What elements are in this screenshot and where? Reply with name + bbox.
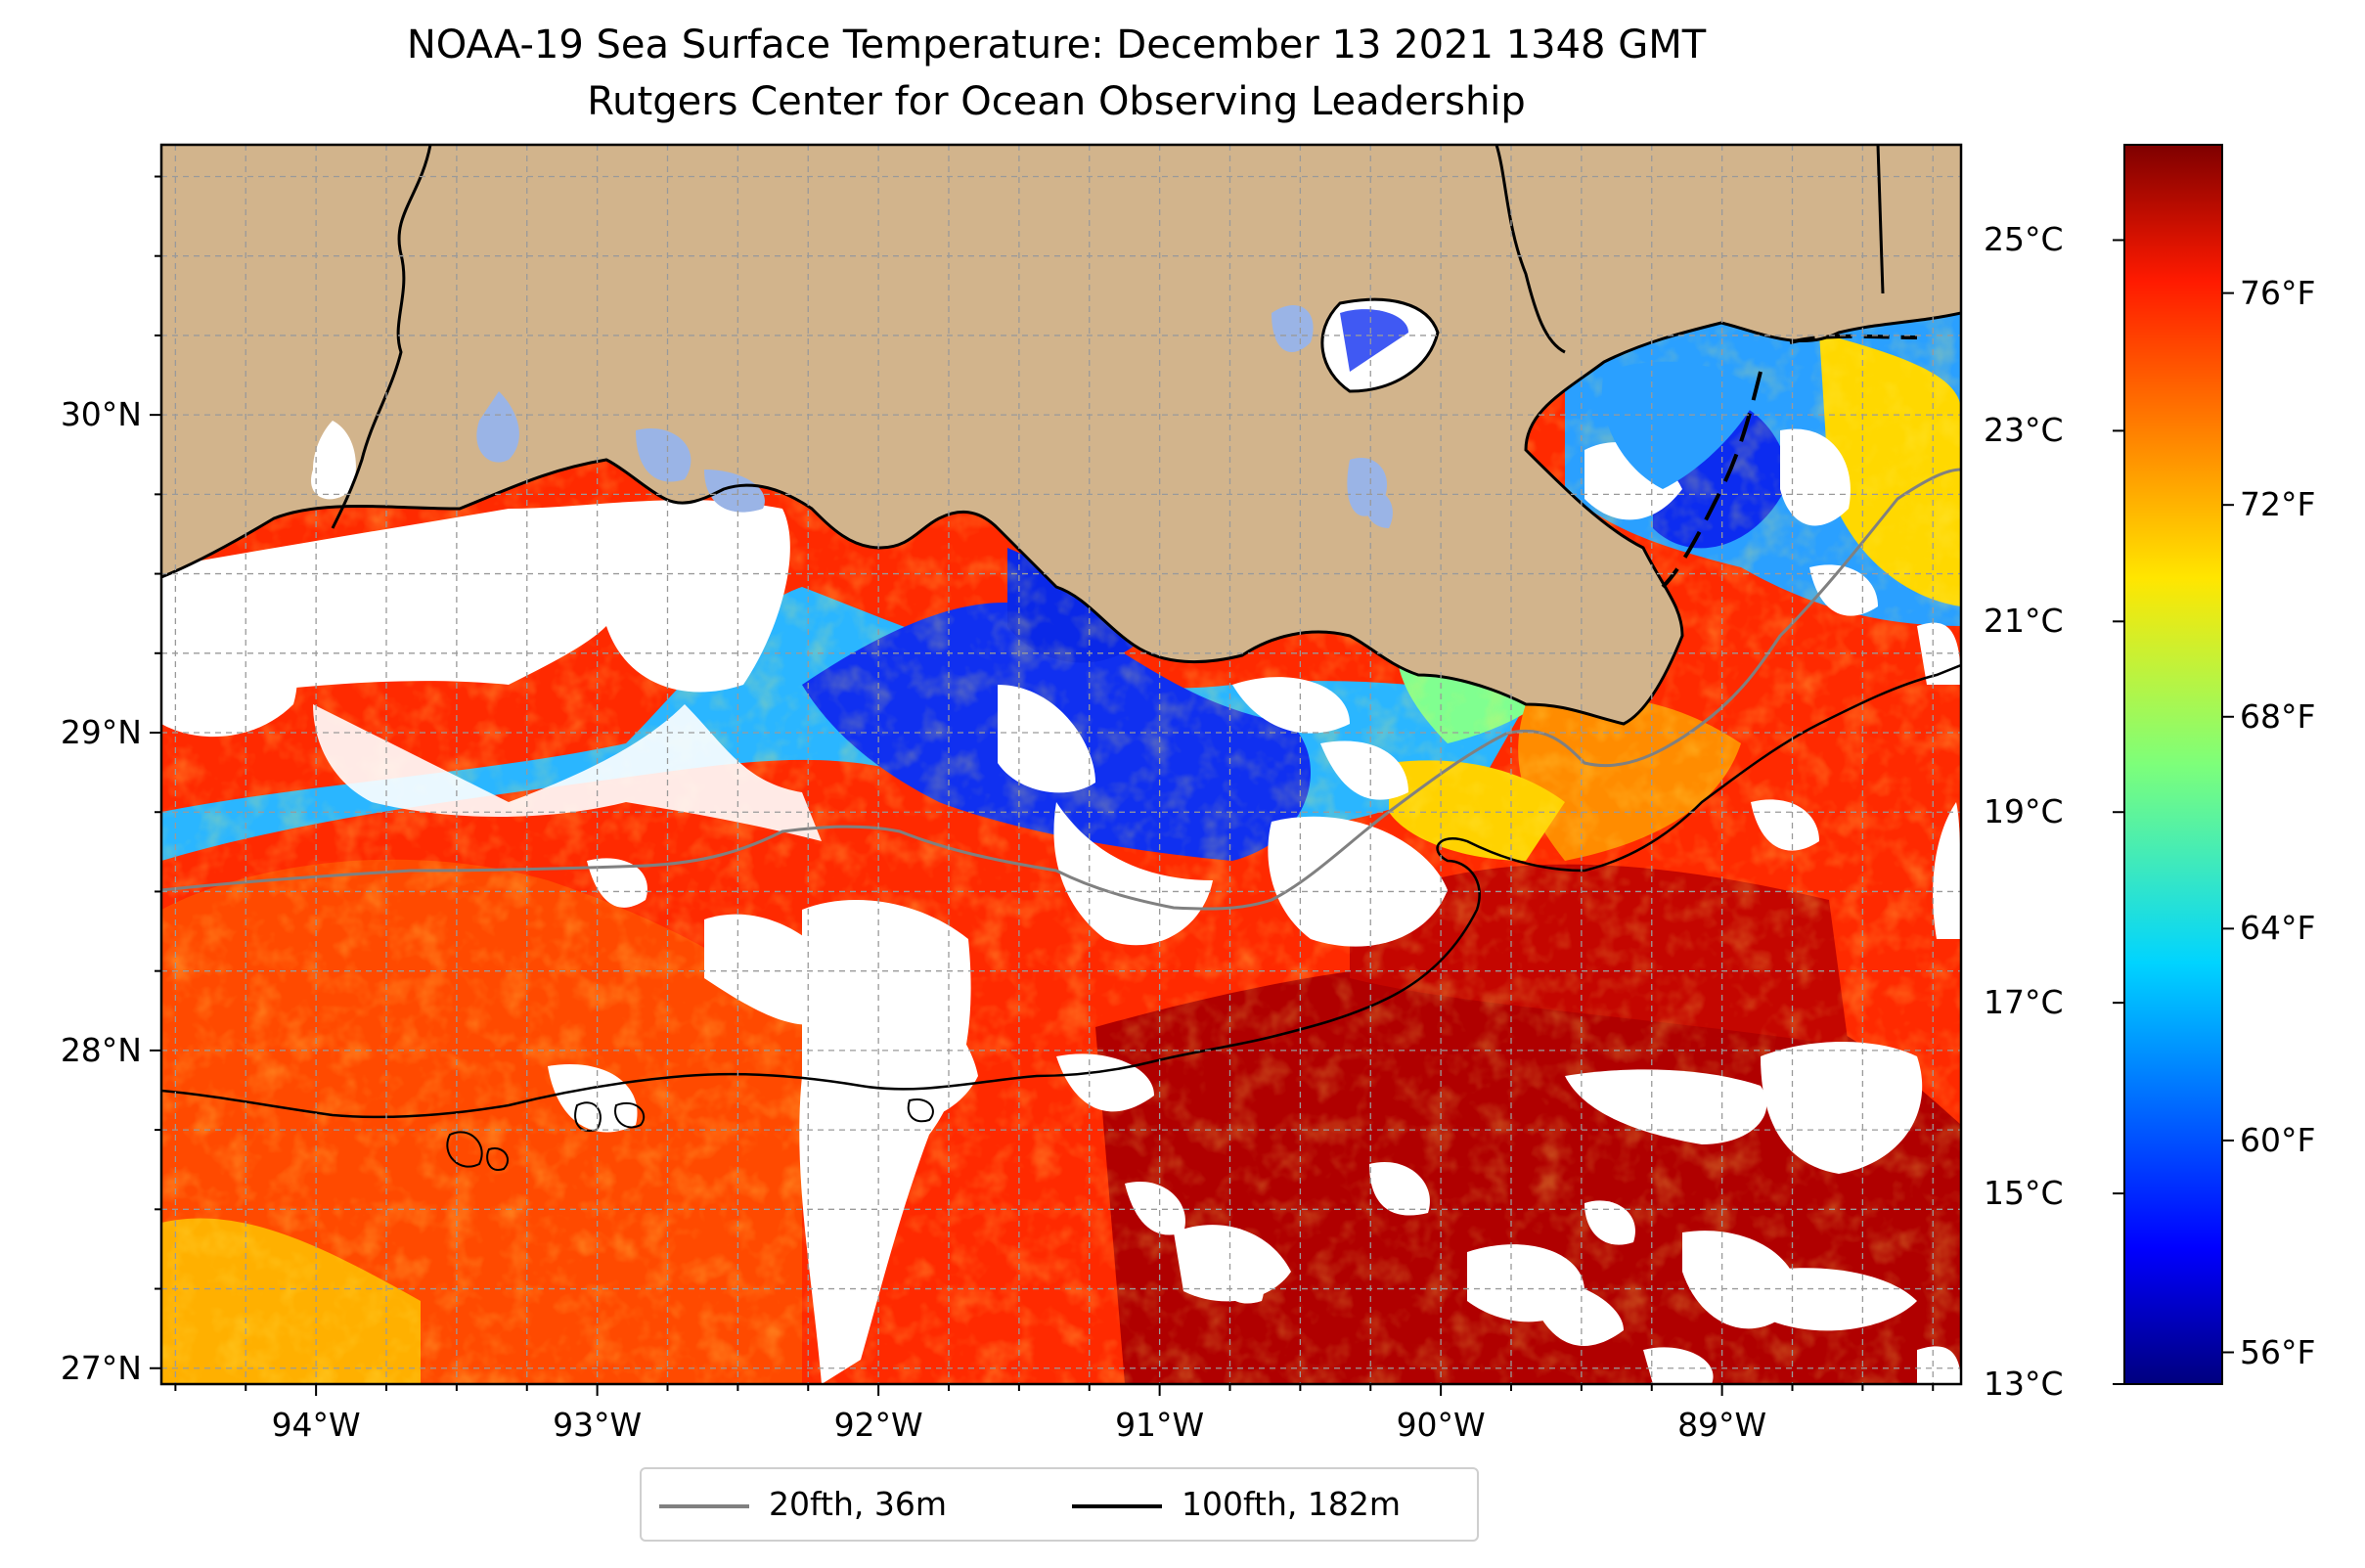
no-data-clouds [161,231,1961,1384]
lon-label: 92°W [833,1406,923,1444]
coastline [161,311,1961,726]
lat-label: 28°N [60,1030,142,1069]
fahrenheit-label: 72°F [2240,485,2316,524]
colorbar [2123,144,2223,1385]
lon-label: 94°W [271,1406,361,1444]
lat-label: 30°N [60,395,142,434]
state-border-ms-al [1876,145,1885,294]
map-subtitle: Rutgers Center for Ocean Observing Leade… [587,79,1526,124]
celsius-label: 13°C [1984,1365,2064,1403]
fahrenheit-label: 56°F [2240,1332,2316,1371]
lat-label: 27°N [60,1348,142,1387]
celsius-label: 21°C [1984,602,2064,641]
fahrenheit-label: 60°F [2240,1120,2316,1159]
celsius-label: 19°C [1984,792,2064,831]
colorbar-ticks [2113,239,2234,1385]
state-border-la-ms [1495,145,1566,354]
sabine-lake [311,421,356,500]
state-border-tx-la [331,145,432,529]
isobath-20fth [161,468,1961,911]
lon-label: 89°W [1677,1406,1767,1444]
legend-swatch-20fth [659,1504,749,1508]
fahrenheit-label: 64°F [2240,909,2316,948]
map-title: NOAA-19 Sea Surface Temperature: Decembe… [406,22,1707,67]
lakes [476,304,1393,528]
gridlines [161,145,1961,1384]
map-frame [159,143,1963,1386]
celsius-label: 15°C [1984,1174,2064,1213]
lake-pontchartrain-sst [1340,309,1408,372]
delta-sst [1602,361,1761,489]
lon-label: 91°W [1115,1406,1205,1444]
isobath-100fth [161,663,1961,1119]
celsius-label: 25°C [1984,220,2064,259]
lon-label: 93°W [553,1406,643,1444]
lon-label: 90°W [1396,1406,1486,1444]
isobath-legend: 20fth, 36m 100fth, 182m [640,1467,1479,1542]
lake-pontchartrain-outline [1320,297,1440,393]
ms-sound-islands [1789,334,1918,344]
legend-label-20fth: 20fth, 36m [769,1485,947,1523]
legend-label-100fth: 100fth, 182m [1182,1485,1401,1523]
fahrenheit-label: 68°F [2240,696,2316,736]
axis-ticks [150,175,1935,1396]
legend-swatch-100fth [1072,1504,1162,1508]
celsius-label: 17°C [1984,983,2064,1022]
celsius-label: 23°C [1984,411,2064,450]
fahrenheit-label: 76°F [2240,273,2316,312]
lat-label: 29°N [60,713,142,751]
map-field [161,145,1961,1384]
